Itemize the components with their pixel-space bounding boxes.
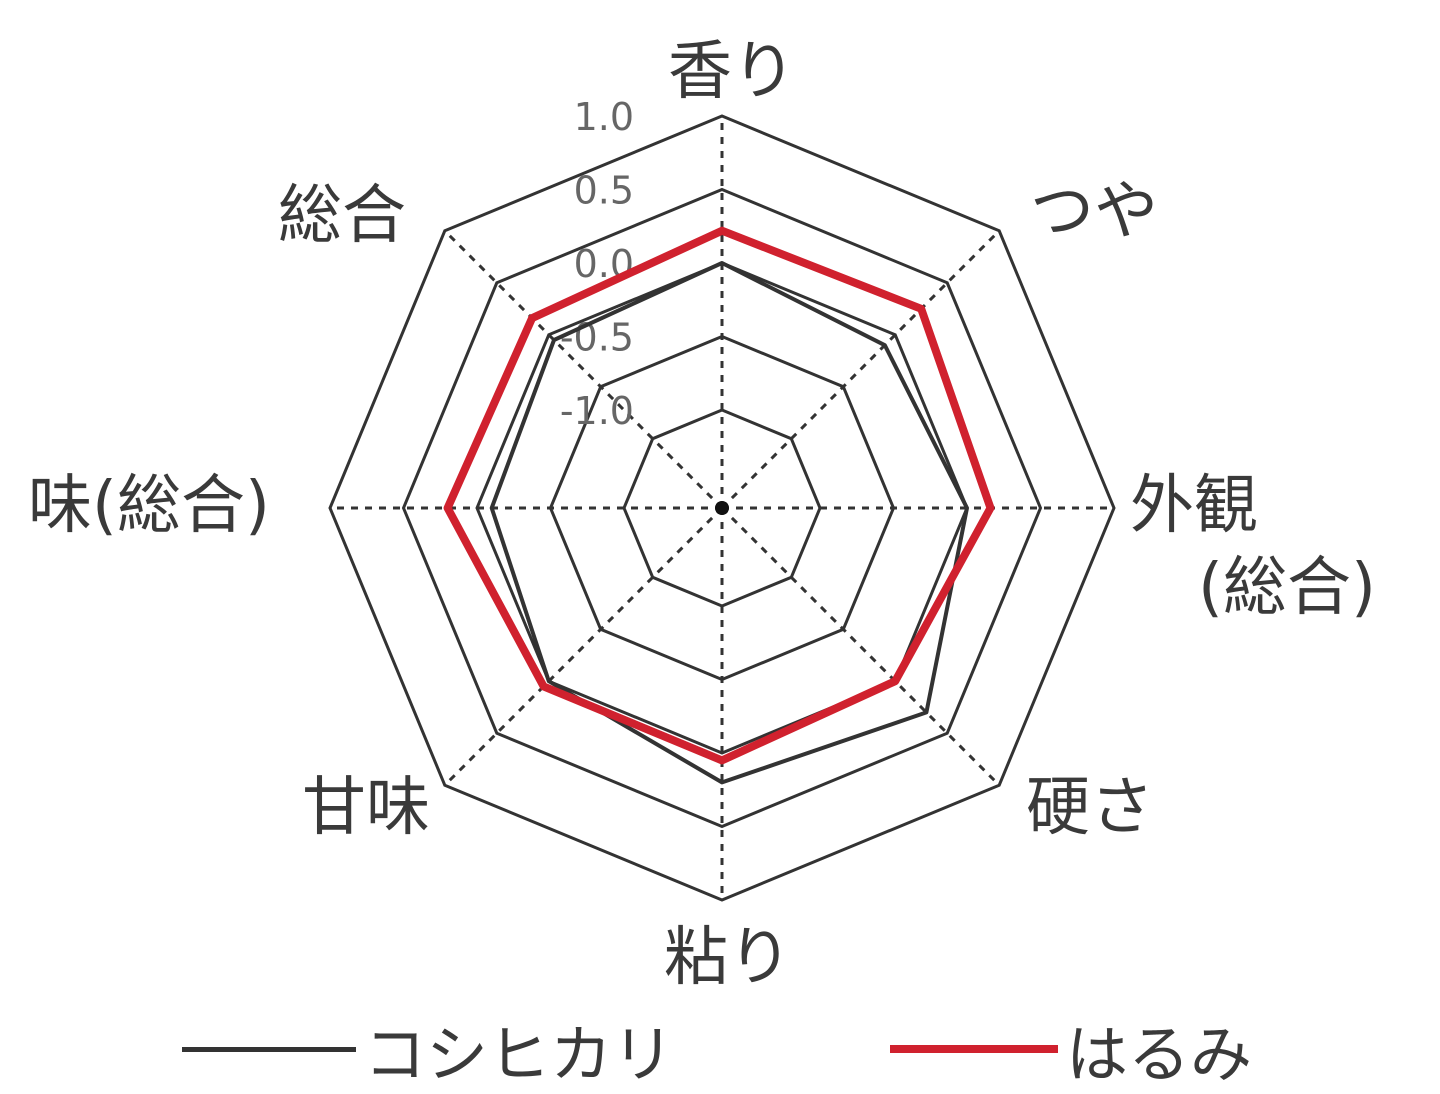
axis-label-hardness: 硬さ: [1026, 771, 1154, 845]
grid-spokes: [330, 116, 1114, 900]
axis-label-stickiness: 粘り: [664, 921, 792, 995]
tick-labels: 1.00.50.0-0.5-1.0: [560, 95, 634, 433]
axis-label-sweetness: 甘味: [302, 771, 430, 845]
series-line-0: [489, 261, 969, 785]
axis-label-aroma: 香り: [668, 35, 796, 109]
tick-label-0: 1.0: [574, 95, 634, 139]
axis-label-gloss: つや: [1030, 175, 1158, 249]
legend-item-harumi: はるみ: [890, 1004, 1252, 1094]
grid-ring-4: [328, 114, 1116, 902]
center-dot: [715, 501, 729, 515]
axis-label-taste: 味(総合): [28, 469, 270, 543]
axis-label-overall: 総合: [278, 179, 406, 253]
legend-label-koshihikari: コシヒカリ: [364, 1018, 675, 1091]
grid-spoke-7: [443, 229, 724, 510]
grid-ring-3: [401, 187, 1043, 829]
series-layer: [443, 226, 995, 785]
axis-label-appearance-line1: 外観: [1130, 469, 1258, 543]
legend-line-harumi: [890, 1045, 1058, 1053]
grid-spoke-3: [720, 506, 1001, 787]
axis-label-appearance-line2: (総合): [1198, 551, 1376, 625]
tick-label-3: -0.5: [560, 316, 634, 360]
tick-label-4: -1.0: [560, 389, 634, 433]
grid-spoke-5: [443, 506, 724, 787]
grid-spoke-1: [720, 229, 1001, 510]
legend-line-koshihikari: [182, 1046, 356, 1052]
legend-item-koshihikari: コシヒカリ: [182, 1004, 674, 1094]
legend-label-harumi: はるみ: [1066, 1018, 1253, 1091]
tick-label-1: 0.5: [574, 169, 634, 213]
series-line-1: [443, 226, 995, 765]
